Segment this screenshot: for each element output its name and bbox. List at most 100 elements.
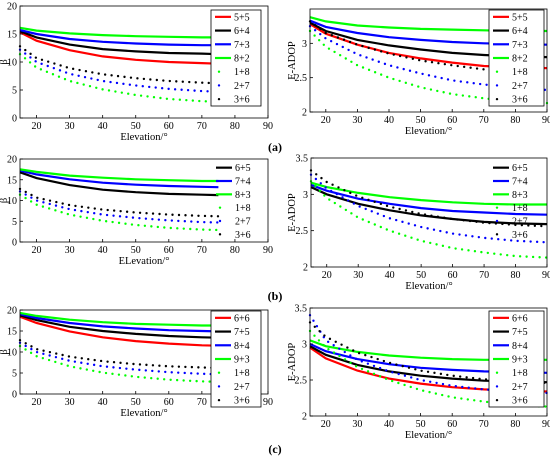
axes-frame	[309, 307, 548, 417]
series-line-3+6	[18, 187, 220, 218]
legend-label-6+6: 6+6	[234, 313, 250, 324]
x-tick-label: 70	[479, 419, 489, 430]
legend-label-2+7: 2+7	[512, 382, 528, 393]
y-tick-label: 3.5	[296, 154, 309, 165]
legend-label-5+5: 5+5	[234, 12, 250, 23]
x-tick-label: 30	[65, 121, 75, 132]
legend-label-2+7: 2+7	[512, 217, 528, 228]
legend-label-3+6: 3+6	[234, 95, 250, 106]
series-line-1+8	[18, 344, 220, 383]
x-tick-label: 70	[197, 121, 207, 132]
panel-label-c: (c)	[268, 442, 281, 456]
legend-label-3+6: 3+6	[512, 396, 528, 407]
series-line-8+2	[19, 26, 219, 39]
x-tick-label: 80	[510, 115, 520, 126]
legend-label-1+8: 1+8	[512, 67, 528, 78]
series-line-8+3	[310, 181, 547, 206]
legend: 5+5 6+4 7+3 8+2 1+8 2+7 3+6	[488, 9, 545, 107]
x-tick-label: 20	[32, 397, 42, 408]
y-tick-label: 10	[7, 58, 17, 69]
x-tick-label: 20	[32, 245, 42, 256]
x-tick-label: 20	[321, 115, 331, 126]
panel-label-a: (a)	[268, 140, 282, 154]
legend-label-2+7: 2+7	[234, 382, 250, 393]
x-tick-label: 60	[448, 270, 458, 281]
series-line-5+5	[19, 31, 219, 65]
x-tick-label: 90	[542, 419, 550, 430]
x-axis-label: Elevation/°	[405, 126, 452, 137]
y-tick-label: 2	[303, 263, 308, 274]
legend-label-1+8: 1+8	[512, 368, 528, 379]
legend-label-7+5: 7+5	[512, 327, 528, 338]
legend-label-2+7: 2+7	[235, 217, 251, 228]
series-line-8+4	[19, 313, 219, 333]
y-tick-label: 15	[7, 30, 17, 41]
x-tick-label: 90	[263, 121, 273, 132]
x-tick-label: 30	[65, 245, 75, 256]
series-line-7+4	[19, 169, 219, 189]
x-tick-label: 30	[352, 419, 362, 430]
y-tick-label: 2	[302, 108, 307, 119]
series-line-6+5	[19, 171, 219, 197]
x-tick-label: 60	[164, 397, 174, 408]
legend-label-2+7: 2+7	[512, 81, 528, 92]
series-line-6+6	[19, 315, 219, 347]
x-tick-label: 70	[479, 115, 489, 126]
legend-label-3+6: 3+6	[235, 230, 251, 241]
x-tick-label: 70	[197, 245, 207, 256]
x-tick-label: 70	[479, 270, 489, 281]
x-tick-label: 50	[416, 115, 426, 126]
y-tick-label: 2.5	[295, 376, 308, 387]
x-axis-label: ELevation/°	[119, 256, 170, 267]
y-tick-label: 5	[12, 369, 17, 380]
legend-label-8+4: 8+4	[234, 341, 250, 352]
y-tick-label: 10	[7, 196, 17, 207]
series-line-9+3	[19, 311, 219, 327]
x-tick-label: 30	[353, 270, 363, 281]
x-tick-label: 80	[230, 121, 240, 132]
legend-label-3+6: 3+6	[234, 396, 250, 407]
legend-label-2+7: 2+7	[234, 81, 250, 92]
legend-label-7+4: 7+4	[512, 177, 528, 188]
x-tick-label: 60	[447, 419, 457, 430]
series-line-2+7	[18, 190, 220, 224]
y-tick-label: 0	[12, 390, 17, 401]
y-axis-label: β	[0, 59, 10, 64]
y-axis-label: E-ADOP	[287, 41, 298, 80]
x-tick-label: 20	[32, 121, 42, 132]
legend-label-6+5: 6+5	[512, 163, 528, 174]
x-tick-label: 50	[416, 270, 426, 281]
chart-6: 20 30 40 50 60 70 80 90 2 2.5 3 3.5 Elevation/° E-ADO…	[287, 304, 550, 442]
series-line-7+5	[19, 314, 219, 339]
y-tick-label: 2.5	[296, 226, 309, 237]
legend-label-6+5: 6+5	[235, 163, 251, 174]
x-tick-label: 80	[230, 245, 240, 256]
x-tick-label: 50	[416, 419, 426, 430]
x-tick-label: 80	[511, 270, 521, 281]
legend-label-6+4: 6+4	[234, 26, 250, 37]
y-tick-label: 20	[7, 155, 17, 166]
x-axis-label: Elevation/°	[120, 132, 167, 143]
y-tick-label: 3	[302, 340, 307, 351]
x-tick-label: 20	[321, 419, 331, 430]
series-line-1+8	[18, 53, 220, 104]
legend-label-1+8: 1+8	[512, 203, 528, 214]
y-tick-label: 15	[7, 175, 17, 186]
y-axis-label: E-ADOP	[287, 193, 298, 232]
series-line-2+7	[309, 173, 549, 244]
legend-label-9+3: 9+3	[512, 355, 528, 366]
x-tick-label: 40	[98, 121, 108, 132]
x-tick-label: 70	[197, 397, 207, 408]
y-tick-label: 3	[302, 39, 307, 50]
legend-label-7+5: 7+5	[234, 327, 250, 338]
chart-3: 20 30 40 50 60 70 80 90 0 5 10 15 20 ELevation/° β 6+5 7…	[0, 155, 273, 268]
x-axis-label: Elevation/°	[405, 281, 452, 292]
legend-label-3+6: 3+6	[512, 230, 528, 241]
x-tick-label: 50	[131, 397, 141, 408]
legend: 6+6 7+5 8+4 9+3 1+8 2+7 3+6	[488, 310, 545, 408]
y-tick-label: 5	[12, 86, 17, 97]
legend-label-1+8: 1+8	[234, 67, 250, 78]
y-tick-label: 3.5	[295, 304, 308, 315]
x-tick-label: 40	[384, 115, 394, 126]
y-axis-label: E-ADOP	[287, 343, 298, 382]
